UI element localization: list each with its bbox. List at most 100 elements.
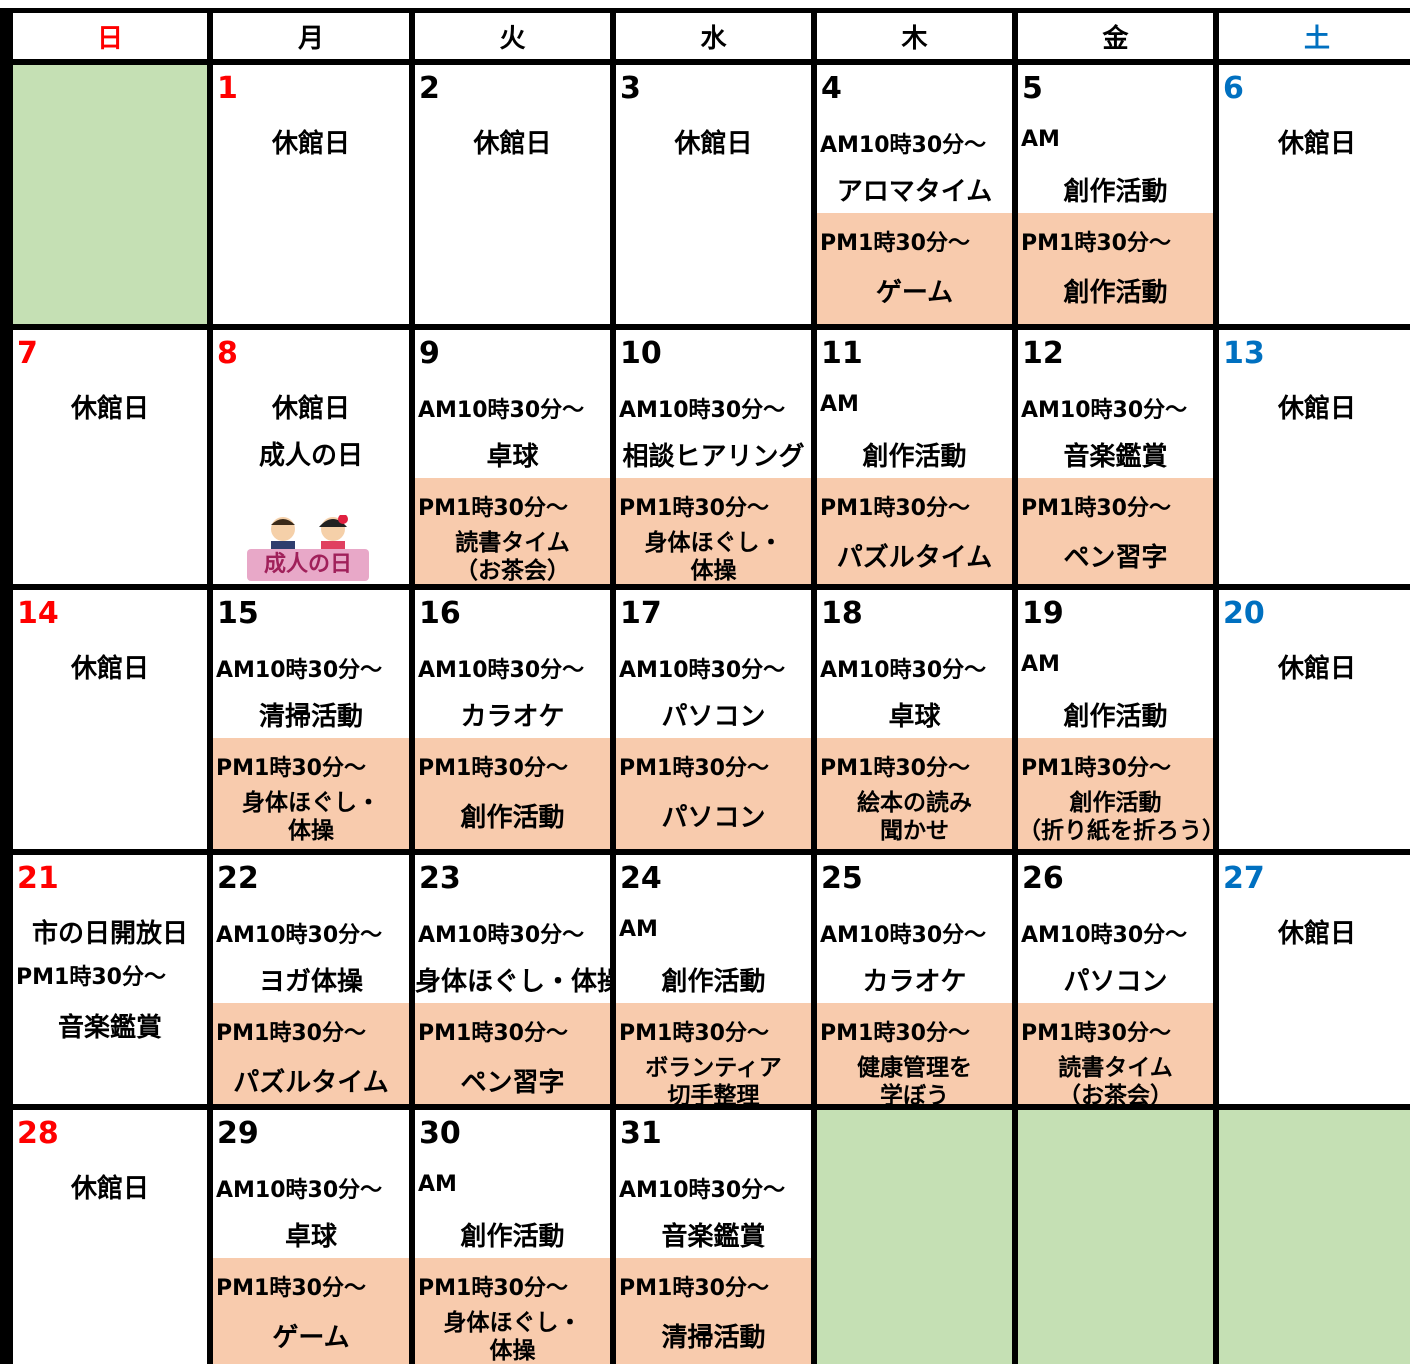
date-number: 11 — [821, 336, 863, 371]
date-number: 17 — [620, 596, 662, 631]
note: 休館日 — [70, 394, 149, 424]
am-activity: 創作活動 — [1063, 177, 1168, 207]
day-cell: 11 AM 創作活動 PM1時30分～ パズルタイム — [817, 330, 1012, 584]
pm-label: PM1時30分～ — [619, 1276, 769, 1301]
weekday-header: 日 — [13, 13, 207, 59]
pm-activity: （お茶会） — [1058, 1083, 1173, 1104]
pm-label: PM1時30分～ — [1021, 1021, 1171, 1046]
am-activity: 音楽鑑賞 — [661, 1222, 766, 1252]
pm-block: PM1時30分～ ゲーム — [817, 213, 1012, 324]
day-cell: 25 AM10時30分～ カラオケ PM1時30分～ 健康管理を 学ぼう — [817, 855, 1012, 1104]
pm-block: PM1時30分～ ゲーム — [213, 1258, 409, 1364]
pm-label: PM1時30分～ — [820, 231, 970, 256]
pm-activity: 創作活動 — [1069, 790, 1162, 816]
date-number: 6 — [1223, 71, 1244, 106]
note: 休館日 — [70, 654, 149, 684]
am-label: AM10時30分～ — [1021, 398, 1188, 423]
am-label: AM10時30分～ — [216, 658, 383, 683]
weekday-header: 火 — [415, 13, 610, 59]
pm-activity: 身体ほぐし・ — [644, 530, 783, 556]
day-cell: 15 AM10時30分～ 清掃活動 PM1時30分～ 身体ほぐし・ 体操 — [213, 590, 409, 849]
pm-activity: ゲーム — [272, 1323, 350, 1353]
am-activity: ヨガ体操 — [258, 967, 363, 997]
am-label: AM — [619, 917, 658, 942]
am-activity: パソコン — [661, 702, 766, 732]
day-cell: 22 AM10時30分～ ヨガ体操 PM1時30分～ パズルタイム — [213, 855, 409, 1104]
pm-label: PM1時30分～ — [216, 756, 366, 781]
note: 市の日開放日 — [31, 919, 188, 949]
date-number: 9 — [419, 336, 440, 371]
date-number: 5 — [1022, 71, 1043, 106]
am-activity: カラオケ — [862, 967, 967, 997]
am-label: AM10時30分～ — [820, 658, 987, 683]
illustration-label: 成人の日 — [247, 549, 369, 581]
note: 休館日 — [271, 394, 350, 424]
pm-activity: パソコン — [661, 803, 766, 833]
date-number: 26 — [1022, 861, 1064, 896]
pm-activity: 読書タイム — [455, 530, 570, 556]
pm-activity: 体操 — [690, 558, 737, 584]
pm-label: PM1時30分～ — [820, 496, 970, 521]
pm-block: PM1時30分～ 身体ほぐし・ 体操 — [616, 478, 811, 584]
pm-label: PM1時30分～ — [418, 496, 568, 521]
day-cell: 20 休館日 — [1219, 590, 1410, 849]
day-cell: 31 AM10時30分～ 音楽鑑賞 PM1時30分～ 清掃活動 — [616, 1110, 811, 1364]
day-cell: 18 AM10時30分～ 卓球 PM1時30分～ 絵本の読み 聞かせ — [817, 590, 1012, 849]
note: 休館日 — [271, 129, 350, 159]
pm-activity: 聞かせ — [880, 818, 949, 844]
date-number: 22 — [217, 861, 259, 896]
am-label: AM — [1021, 652, 1060, 677]
am-label: AM10時30分～ — [418, 658, 585, 683]
weekday-header: 月 — [213, 13, 409, 59]
empty-cell — [1219, 1110, 1410, 1364]
note: 休館日 — [674, 129, 753, 159]
pm-label: PM1時30分～ — [16, 965, 166, 990]
weekday-header: 木 — [817, 13, 1012, 59]
am-label: AM10時30分～ — [619, 398, 786, 423]
am-label: AM10時30分～ — [1021, 923, 1188, 948]
date-number: 7 — [17, 336, 38, 371]
day-cell: 30 AM 創作活動 PM1時30分～ 身体ほぐし・ 体操 — [415, 1110, 610, 1364]
pm-block: PM1時30分～ パソコン — [616, 738, 811, 849]
day-cell: 16 AM10時30分～ カラオケ PM1時30分～ 創作活動 — [415, 590, 610, 849]
am-activity: 創作活動 — [1063, 702, 1168, 732]
pm-label: PM1時30分～ — [216, 1276, 366, 1301]
pm-block: PM1時30分～ パズルタイム — [817, 478, 1012, 584]
am-activity: 創作活動 — [661, 967, 766, 997]
note: 休館日 — [473, 129, 552, 159]
day-cell: 2 休館日 — [415, 65, 610, 324]
pm-activity: 健康管理を — [857, 1055, 972, 1081]
day-cell: 21 市の日開放日 PM1時30分～ 音楽鑑賞 — [13, 855, 207, 1104]
note: 成人の日 — [258, 441, 363, 471]
weekday-header: 水 — [616, 13, 811, 59]
date-number: 8 — [217, 336, 238, 371]
date-number: 25 — [821, 861, 863, 896]
day-cell: 6 休館日 — [1219, 65, 1410, 324]
am-activity: 音楽鑑賞 — [1063, 442, 1168, 472]
am-activity: 清掃活動 — [258, 702, 363, 732]
pm-activity: ペン習字 — [1063, 543, 1168, 573]
date-number: 13 — [1223, 336, 1265, 371]
pm-block: PM1時30分～ 創作活動 — [415, 738, 610, 849]
pm-activity: （折り紙を折ろう） — [1018, 818, 1213, 844]
pm-label: PM1時30分～ — [1021, 231, 1171, 256]
pm-label: PM1時30分～ — [1021, 756, 1171, 781]
pm-activity: 絵本の読み — [857, 790, 972, 816]
am-label: AM — [820, 392, 859, 417]
date-number: 24 — [620, 861, 662, 896]
date-number: 31 — [620, 1116, 662, 1151]
weekday-header: 金 — [1018, 13, 1213, 59]
date-number: 19 — [1022, 596, 1064, 631]
pm-label: PM1時30分～ — [418, 1276, 568, 1301]
day-cell: 7 休館日 — [13, 330, 207, 584]
am-label: AM — [418, 1172, 457, 1197]
am-label: AM — [1021, 127, 1060, 152]
note: 休館日 — [1277, 919, 1356, 949]
date-number: 16 — [419, 596, 461, 631]
date-number: 12 — [1022, 336, 1064, 371]
illustration: 成人の日 — [243, 514, 373, 583]
pm-block: PM1時30分～ ボランティア 切手整理 — [616, 1003, 811, 1104]
day-cell: 14 休館日 — [13, 590, 207, 849]
am-activity: 卓球 — [888, 702, 941, 732]
